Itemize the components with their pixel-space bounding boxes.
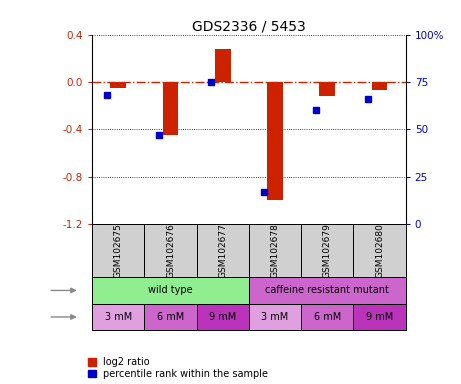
Bar [144, 304, 197, 330]
Text: GSM102677: GSM102677 [219, 223, 227, 278]
Text: 6 mM: 6 mM [157, 312, 184, 322]
Bar [249, 224, 301, 277]
Bar [267, 82, 283, 200]
Text: 9 mM: 9 mM [366, 312, 393, 322]
Text: caffeine resistant mutant: caffeine resistant mutant [266, 285, 389, 295]
Title: GDS2336 / 5453: GDS2336 / 5453 [192, 20, 306, 33]
Text: 3 mM: 3 mM [105, 312, 132, 322]
Bar [144, 224, 197, 277]
Bar [301, 304, 354, 330]
Bar [111, 82, 126, 88]
Bar [197, 224, 249, 277]
Bar [92, 304, 144, 330]
Text: GSM102675: GSM102675 [114, 223, 123, 278]
Bar [249, 304, 301, 330]
Text: 9 mM: 9 mM [209, 312, 236, 322]
Bar [301, 224, 354, 277]
Bar [92, 277, 249, 304]
Text: GSM102676: GSM102676 [166, 223, 175, 278]
Bar [249, 277, 406, 304]
Bar [215, 49, 230, 82]
Bar [372, 82, 387, 90]
Bar [354, 224, 406, 277]
Text: 6 mM: 6 mM [313, 312, 341, 322]
Legend: log2 ratio, percentile rank within the sample: log2 ratio, percentile rank within the s… [88, 357, 268, 379]
Text: GSM102679: GSM102679 [323, 223, 332, 278]
Text: wild type: wild type [148, 285, 193, 295]
Text: 3 mM: 3 mM [261, 312, 289, 322]
Bar [197, 304, 249, 330]
Bar [354, 304, 406, 330]
Text: GSM102680: GSM102680 [375, 223, 384, 278]
Bar [319, 82, 335, 96]
Bar [92, 224, 144, 277]
Text: GSM102678: GSM102678 [271, 223, 279, 278]
Bar [163, 82, 178, 135]
